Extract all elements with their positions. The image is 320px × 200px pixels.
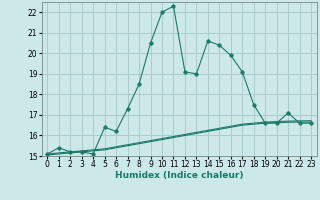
X-axis label: Humidex (Indice chaleur): Humidex (Indice chaleur) [115, 171, 244, 180]
